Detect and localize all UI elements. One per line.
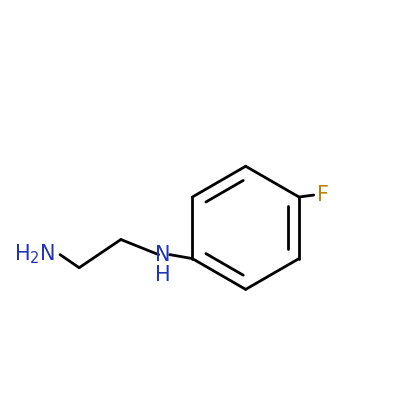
Text: N: N (155, 245, 170, 265)
Text: F: F (317, 185, 329, 205)
Text: $\mathregular{H_2N}$: $\mathregular{H_2N}$ (14, 243, 55, 266)
Text: H: H (155, 265, 170, 285)
